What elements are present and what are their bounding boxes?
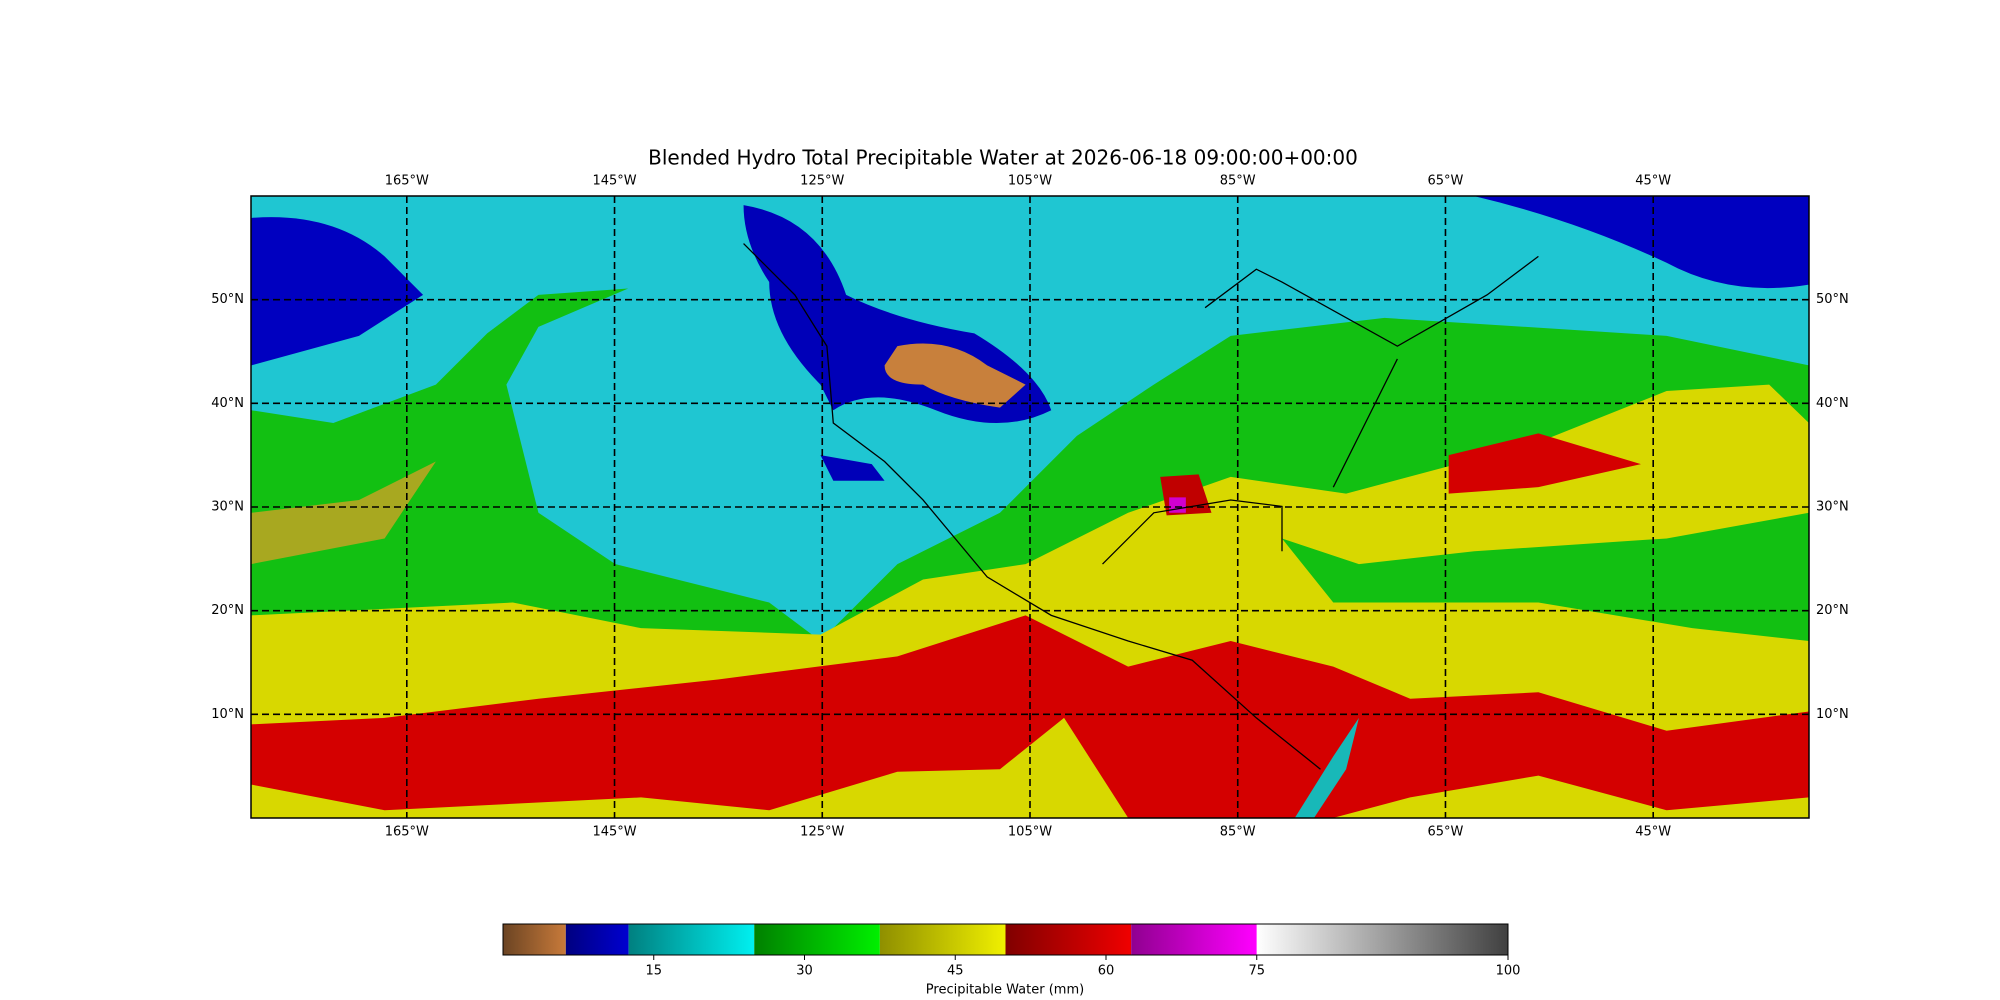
lon-tick-label: 165°W [385,825,429,840]
lat-tick-label: 50°N [211,292,244,307]
lon-tick-label: 105°W [1008,174,1052,189]
colorbar-segment [754,924,880,955]
lat-tick-label: 30°N [211,500,244,515]
lon-tick-label: 45°W [1635,174,1671,189]
colorbar-label: Precipitable Water (mm) [926,983,1084,998]
colorbar-tick-label: 15 [645,964,662,979]
colorbar-tick-label: 45 [947,964,964,979]
lon-tick-label: 105°W [1008,825,1052,840]
colorbar-segment [879,924,1006,955]
colorbar-frame [502,923,1509,956]
colorbar-segment [1005,924,1132,955]
colorbar-segment [628,924,755,955]
lon-tick-label: 45°W [1635,825,1671,840]
colorbar-tick-label: 30 [796,964,813,979]
lat-tick-label: 50°N [1816,292,1849,307]
lon-tick-label: 85°W [1220,174,1256,189]
lon-tick-label: 145°W [592,174,636,189]
lon-tick-label: 165°W [385,174,429,189]
lon-tick-label: 145°W [592,825,636,840]
colorbar-segment [503,924,566,955]
lat-tick-label: 10°N [211,707,244,722]
lon-tick-label: 85°W [1220,825,1256,840]
map-title: Blended Hydro Total Precipitable Water a… [648,146,1358,170]
lat-tick-label: 10°N [1816,707,1849,722]
lat-tick-label: 40°N [211,396,244,411]
lat-tick-label: 20°N [1816,603,1849,618]
colorbar-tick-label: 75 [1248,964,1265,979]
lat-tick-label: 20°N [211,603,244,618]
lat-tick-label: 30°N [1816,500,1849,515]
colorbar-tick-label: 100 [1496,964,1521,979]
colorbar-segment [1131,924,1257,955]
colorbar-segment [565,924,629,955]
colorbar-segment [1256,924,1508,955]
lon-tick-label: 125°W [800,825,844,840]
lon-tick-label: 65°W [1428,825,1464,840]
lon-tick-label: 125°W [800,174,844,189]
colorbar-tick-label: 60 [1098,964,1115,979]
lat-tick-label: 40°N [1816,396,1849,411]
lon-tick-label: 65°W [1428,174,1464,189]
